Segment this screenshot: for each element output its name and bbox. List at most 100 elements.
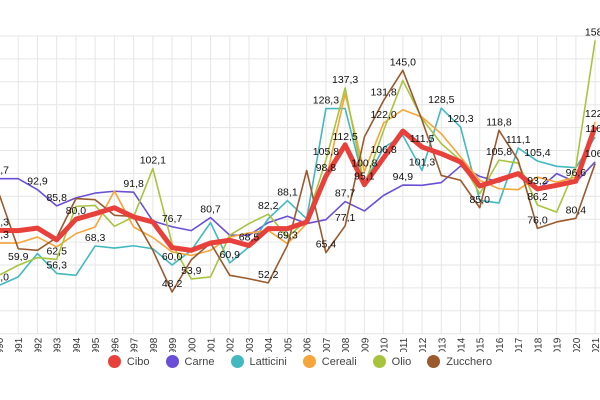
x-tick-label: 2014 (457, 337, 468, 352)
data-label: ,0 (0, 271, 9, 283)
x-tick-label: 2020 (572, 337, 583, 352)
data-label: 62,5 (46, 245, 67, 257)
data-label: 76,0 (527, 214, 548, 226)
data-label: 137,3 (332, 74, 358, 86)
grid (0, 35, 600, 335)
data-label: 92,9 (27, 176, 48, 188)
legend-label: Olio (391, 355, 412, 368)
x-tick-label: 1997 (130, 337, 141, 352)
series-line-olio (0, 40, 596, 280)
legend-swatch (427, 355, 441, 368)
data-label: 122,0 (370, 109, 396, 121)
legend-item-cibo[interactable]: Cibo (107, 355, 150, 368)
data-label: 96,6 (566, 167, 587, 179)
legend-item-carne[interactable]: Carne (165, 355, 215, 368)
legend-label: Cereali (321, 355, 357, 368)
legend-label: Carne (184, 355, 215, 368)
data-label: 85,8 (46, 192, 67, 204)
x-tick-label: 2018 (533, 337, 544, 352)
x-tick-label: 2019 (553, 337, 564, 352)
data-label: 106, (585, 148, 600, 160)
data-label: ,7 (0, 165, 9, 177)
data-label: 68,3 (85, 232, 106, 244)
x-tick-label: 2012 (418, 337, 429, 352)
data-label: 128,3 (313, 95, 339, 107)
data-label: 82,2 (258, 200, 279, 212)
data-label: ,3 (0, 229, 9, 241)
x-tick-label: 2016 (495, 337, 506, 352)
series-lines (0, 40, 598, 293)
x-tick-label: 2003 (245, 337, 256, 352)
data-label: 131,8 (370, 87, 396, 99)
x-tick-label: 2001 (207, 337, 218, 352)
legend: Cibo Carne Latticini Cereali Olio Zucchero (0, 355, 600, 368)
data-label: 128,5 (428, 94, 454, 106)
series-line-zucchero (0, 69, 596, 293)
x-tick-label: 2008 (341, 337, 352, 352)
data-label: 85,0 (470, 194, 491, 206)
legend-swatch (230, 355, 244, 368)
data-label: 68,5 (239, 232, 260, 244)
x-tick-label: 1998 (149, 337, 160, 352)
data-label: 59,9 (8, 251, 29, 263)
legend-item-cereali[interactable]: Cereali (302, 355, 357, 368)
data-labels: ,7 ,3,3 ,0 59,9 92,9 85,8 62,5 56,3 80,0 68,3 91,8… (0, 26, 600, 290)
x-tick-label: 1992 (33, 337, 44, 352)
data-label: 88,1 (277, 187, 298, 199)
data-label: 60,9 (220, 249, 241, 261)
x-tick-label: 2006 (303, 337, 314, 352)
x-tick-label: 2002 (226, 337, 237, 352)
data-label: ,3 (0, 216, 9, 228)
legend-item-zucchero[interactable]: Zucchero (427, 355, 492, 368)
data-label: 77,1 (335, 212, 356, 224)
data-label: 111,5 (410, 133, 435, 145)
x-tick-label: 1994 (72, 337, 83, 352)
data-label: 145,0 (390, 56, 416, 68)
data-label: 80,4 (566, 204, 587, 216)
legend-item-latticini[interactable]: Latticini (230, 355, 287, 368)
data-label: 91,8 (123, 178, 144, 190)
legend-label: Latticini (249, 355, 287, 368)
data-label: 93,2 (527, 175, 548, 187)
data-label: 100,8 (351, 158, 377, 170)
x-tick-label: 1991 (14, 337, 25, 352)
legend-label: Cibo (126, 355, 150, 368)
data-label: 116, (585, 123, 600, 135)
data-label: 52,2 (258, 269, 279, 281)
data-label: 65,4 (316, 239, 337, 251)
data-label: 111,1 (506, 134, 531, 146)
legend-swatch (165, 355, 179, 368)
data-label: 118,8 (486, 116, 512, 128)
x-tick-label: 1993 (53, 337, 64, 352)
x-tick-label: 2017 (514, 337, 525, 352)
data-label: 56,3 (46, 259, 67, 271)
data-label: 94,9 (393, 171, 414, 183)
x-axis-ticks: 1990 1991 1992 1993 1994 1995 1996 1997 1998 1999… (0, 337, 600, 352)
data-label: 120,3 (447, 113, 473, 125)
x-tick-label: 2004 (264, 337, 275, 352)
series-line-cibo (0, 125, 598, 253)
data-label: 105,8 (486, 146, 512, 158)
data-label: 106,8 (370, 144, 396, 156)
series-line-cereali (0, 92, 596, 257)
data-label: 53,9 (181, 265, 202, 277)
x-tick-label: 2005 (283, 337, 294, 352)
data-label: 48,2 (162, 278, 183, 290)
data-label: 122, (585, 108, 600, 120)
line-chart: ,7 ,3,3 ,0 59,9 92,9 85,8 62,5 56,3 80,0 68,3 91,8… (0, 26, 600, 352)
data-label: 76,7 (162, 213, 183, 225)
x-tick-label: 2011 (399, 337, 410, 352)
data-label: 60,0 (162, 251, 183, 263)
data-label: 102,1 (140, 155, 166, 167)
x-tick-label: 2010 (380, 337, 391, 352)
legend-label: Zucchero (446, 355, 493, 368)
legend-swatch (372, 355, 386, 368)
data-label: 158, (585, 26, 600, 38)
x-tick-label: 1996 (110, 337, 121, 352)
data-label: 86,2 (527, 191, 548, 203)
legend-item-olio[interactable]: Olio (372, 355, 412, 368)
data-label: 69,3 (277, 230, 298, 242)
legend-swatch (107, 355, 121, 368)
x-tick-label: 1999 (168, 337, 179, 352)
